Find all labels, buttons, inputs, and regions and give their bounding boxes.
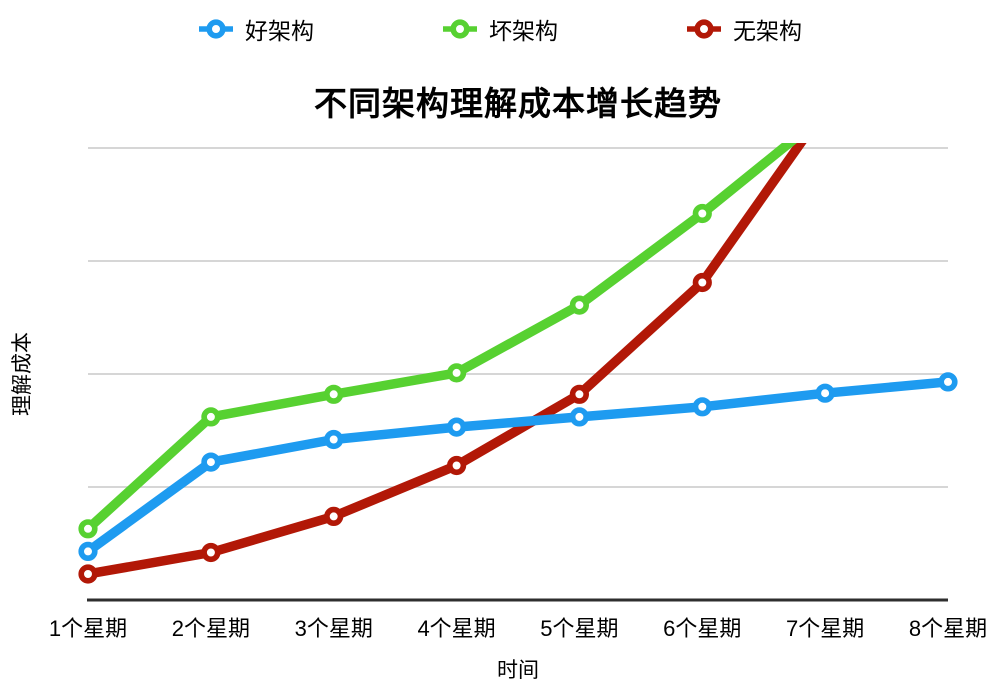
good-architecture-legend-marker-icon [199, 19, 233, 39]
x-tick-label-week2: 2个星期 [171, 616, 250, 641]
legend: 好架构 坏架构 无架构 [0, 12, 1000, 46]
legend-label-no-architecture: 无架构 [733, 18, 802, 44]
x-axis-tick-labels: 1个星期 2个星期 3个星期 4个星期 5个星期 6个星期 7个星期 8个星期 [0, 611, 1000, 643]
good-architecture-point-w6 [692, 397, 712, 417]
no-architecture-line [88, 143, 807, 579]
x-tick-label-week1: 1个星期 [48, 616, 128, 641]
no-architecture-point-w5 [569, 384, 590, 404]
no-architecture-point-w1 [78, 564, 98, 584]
no-architecture-point-w2 [201, 542, 221, 563]
x-tick-label-week8: 8个星期 [908, 616, 988, 641]
bad-architecture-point-w6 [692, 203, 712, 224]
x-tick-label-week6: 6个星期 [663, 616, 742, 641]
good-architecture-point-w3 [324, 429, 344, 450]
x-tick-label-week4: 4个星期 [417, 616, 496, 641]
no-architecture-point-w6 [692, 272, 712, 293]
legend-item-bad-architecture: 坏架构 [442, 12, 558, 46]
good-architecture-point-w5 [569, 407, 590, 427]
bad-architecture-point-w3 [324, 384, 344, 404]
legend-item-good-architecture: 好架构 [198, 12, 314, 46]
bad-architecture-point-w2 [201, 407, 221, 427]
x-tick-label-week5: 5个星期 [540, 616, 619, 641]
legend-label-good-architecture: 好架构 [245, 18, 314, 44]
bad-architecture-point-w1 [78, 519, 98, 539]
bad-architecture-point-w5 [569, 295, 590, 315]
no-architecture-point-w3 [324, 506, 344, 527]
good-architecture-point-w1 [78, 541, 98, 562]
legend-item-no-architecture: 无架构 [686, 12, 802, 46]
good-architecture-point-w8 [938, 372, 958, 392]
no-architecture-point-w4 [447, 455, 467, 476]
good-architecture-point-w4 [447, 417, 467, 437]
good-architecture-point-w7 [815, 383, 835, 403]
no-architecture-legend-marker-icon [687, 19, 721, 39]
bad-architecture-point-w4 [447, 363, 467, 383]
bad-architecture-legend-marker-icon [443, 19, 477, 39]
legend-label-bad-architecture: 坏架构 [489, 18, 558, 44]
good-architecture-line [88, 377, 948, 557]
chart-title: 不同架构理解成本增长趋势 [314, 85, 722, 122]
x-tick-label-week3: 3个星期 [294, 616, 373, 641]
x-tick-label-week7: 7个星期 [786, 616, 865, 641]
good-architecture-point-w2 [201, 452, 221, 472]
x-axis-title: 时间 [497, 659, 539, 682]
